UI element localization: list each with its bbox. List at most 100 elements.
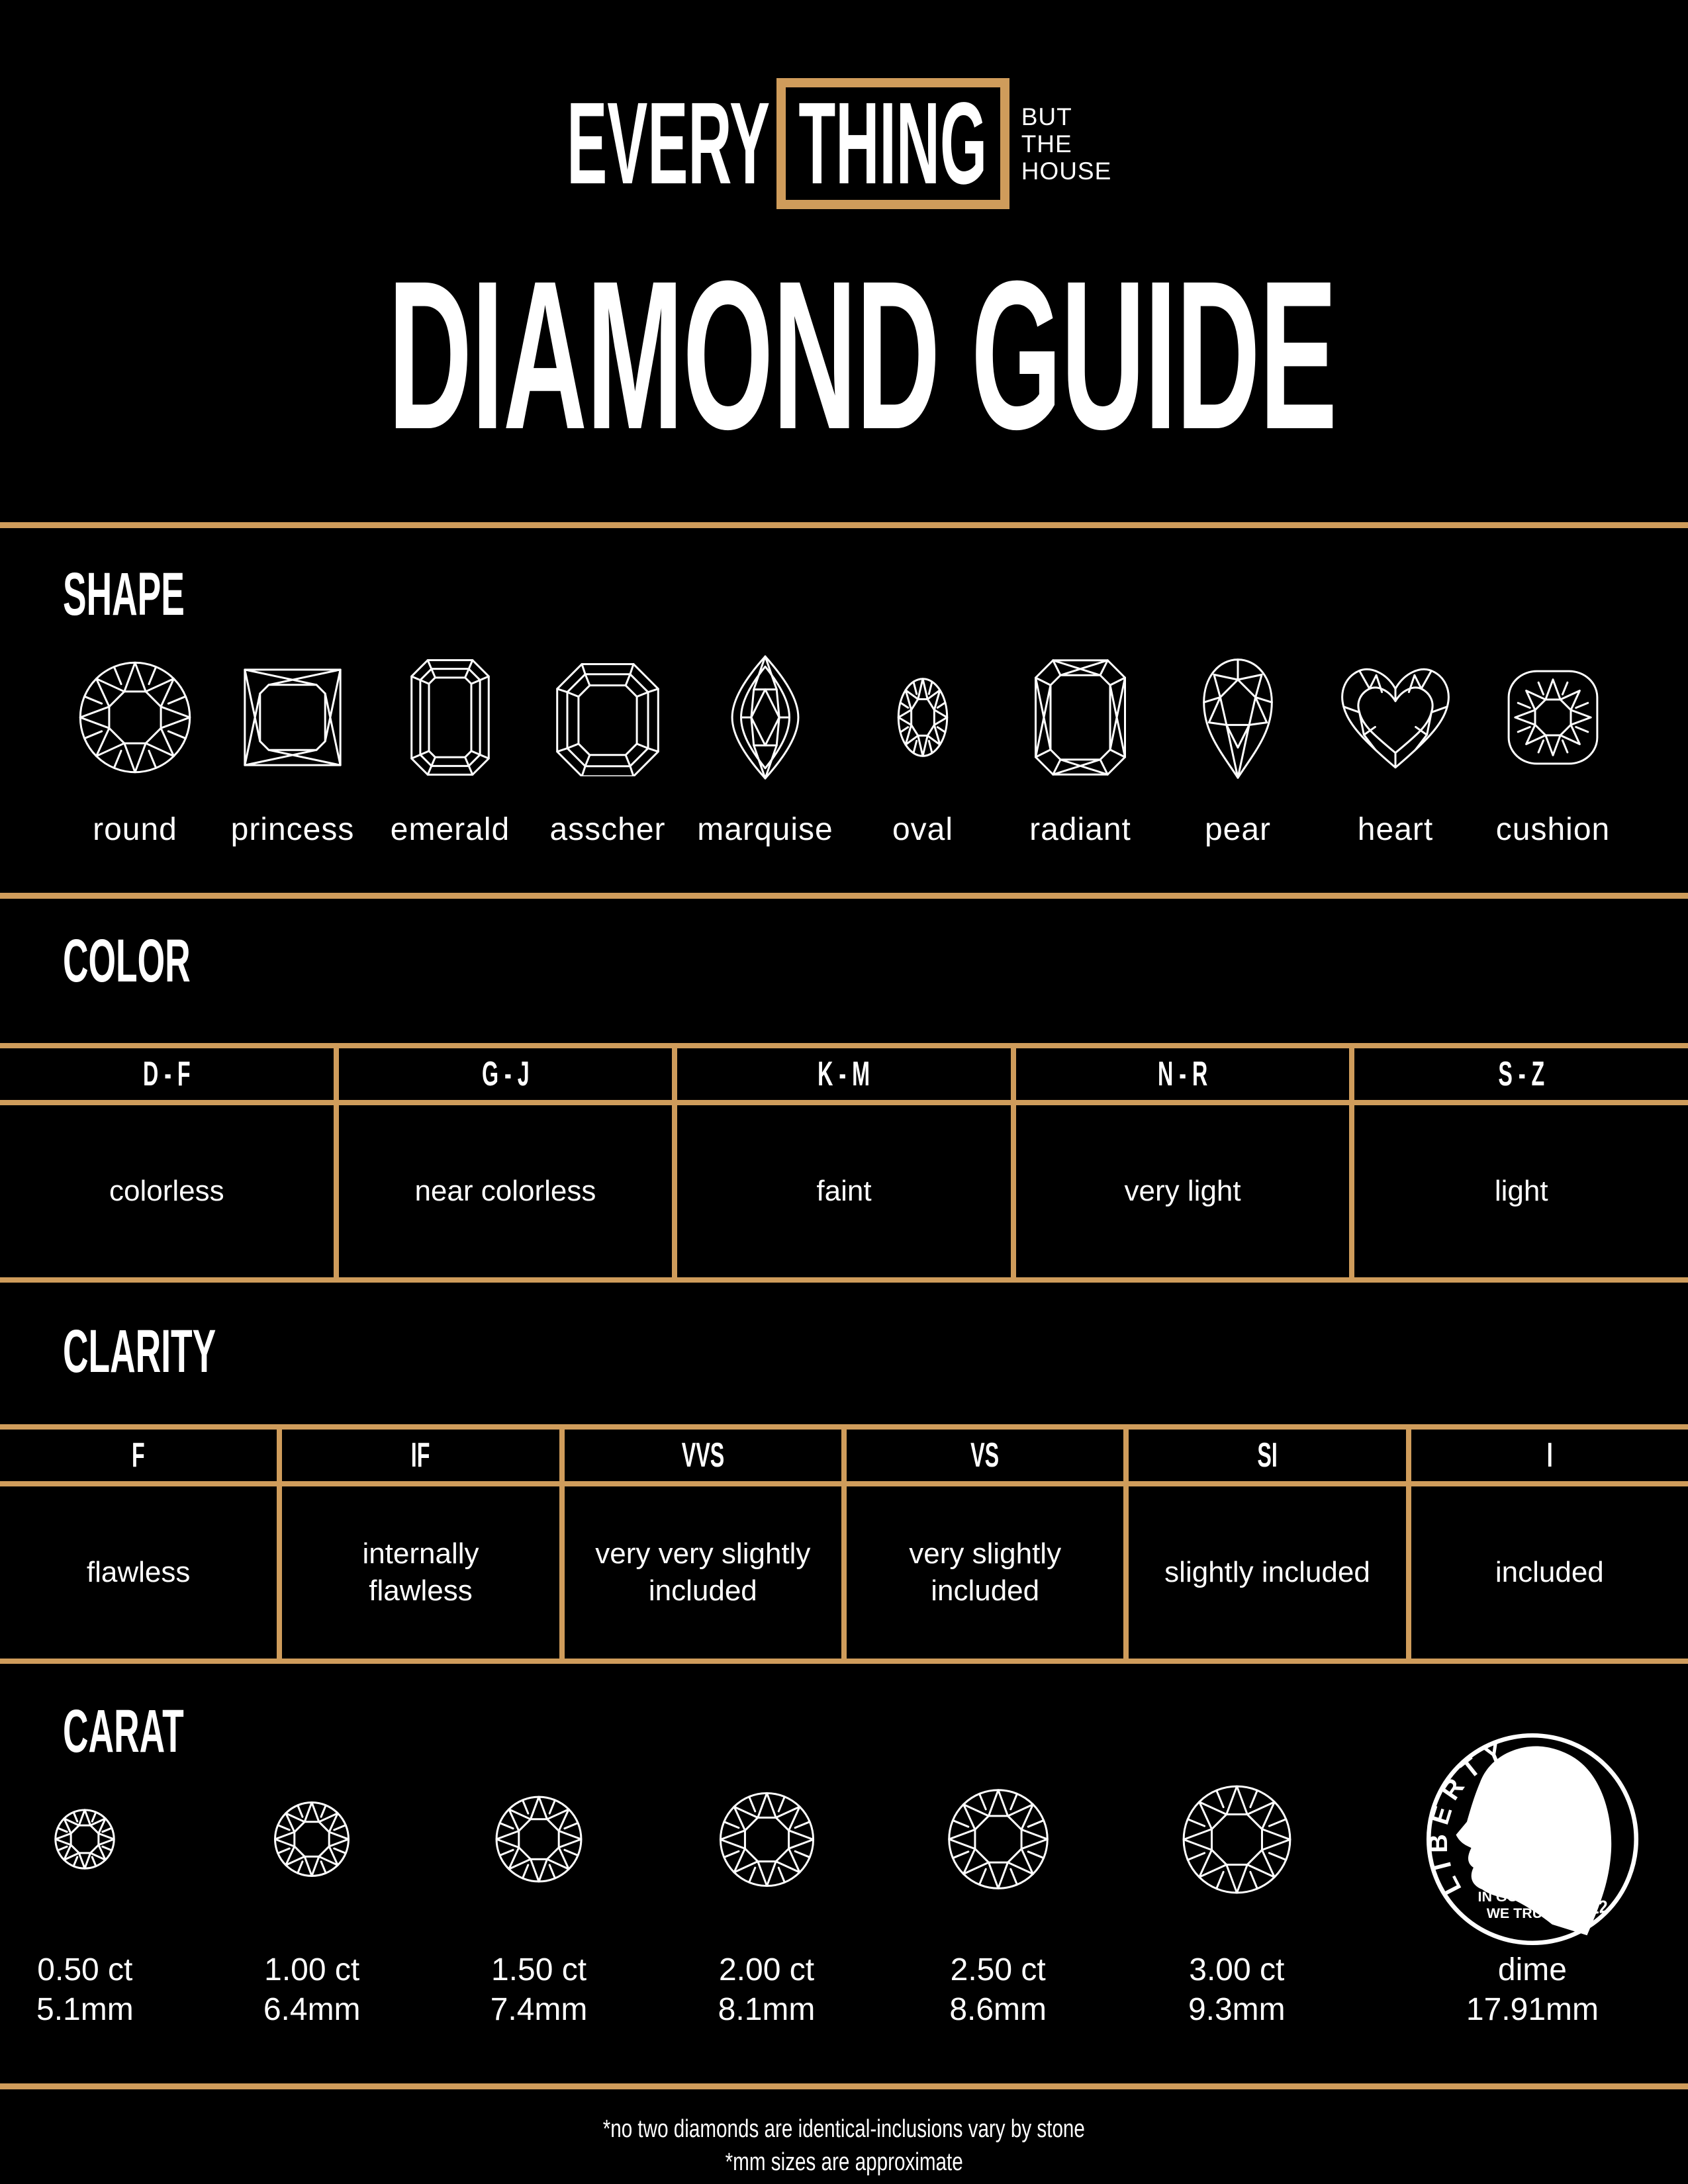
color-table: D - F G - J K - M N - R S - Z colorless … bbox=[0, 1043, 1688, 1283]
shape-label-round: round bbox=[93, 812, 177, 847]
shape-cell-emerald: emerald bbox=[371, 653, 529, 846]
carat-200-mm: 8.1mm bbox=[718, 1992, 816, 2027]
shape-label-oval: oval bbox=[892, 812, 954, 847]
clarity-heading: CLARITY bbox=[63, 1318, 216, 1385]
color-desc-very-light: very light bbox=[1015, 1105, 1350, 1277]
footer-note-inclusions: *no two diamonds are identical-inclusion… bbox=[602, 2115, 1086, 2143]
footer-notes: *no two diamonds are identical-inclusion… bbox=[0, 2115, 1688, 2177]
color-grade-sz: S - Z bbox=[1354, 1048, 1688, 1100]
shape-row: round princess emerald bbox=[0, 653, 1688, 846]
clarity-desc-si: slightly included bbox=[1129, 1486, 1406, 1659]
gold-divider-shape-color bbox=[0, 893, 1688, 899]
carat-250-diamond-icon bbox=[946, 1787, 1051, 1891]
carat-100-diamond-icon bbox=[273, 1800, 351, 1878]
pear-diamond-icon bbox=[1199, 655, 1277, 780]
carat-200-diamond-icon bbox=[718, 1790, 816, 1889]
clarity-grade-vs: VS bbox=[847, 1430, 1124, 1481]
logo-tagline-but: BUT bbox=[1021, 103, 1072, 130]
cushion-diamond-icon bbox=[1503, 656, 1603, 779]
shape-section-heading-wrap: SHAPE bbox=[63, 563, 1688, 626]
carat-heading: CARAT bbox=[63, 1698, 184, 1765]
carat-050-mm: 5.1mm bbox=[36, 1992, 134, 2027]
carat-dime-label: dime bbox=[1497, 1952, 1567, 1987]
clarity-grade-si: SI bbox=[1129, 1430, 1406, 1481]
clarity-desc-vs: very slightly included bbox=[847, 1486, 1124, 1659]
color-desc-near-colorless: near colorless bbox=[338, 1105, 673, 1277]
carat-150-mm: 7.4mm bbox=[490, 1992, 588, 2027]
carat-100-label: 1.00 ct bbox=[264, 1952, 360, 1987]
shape-label-heart: heart bbox=[1357, 812, 1434, 847]
carat-100-mm: 6.4mm bbox=[263, 1992, 361, 2027]
carat-200-label: 2.00 ct bbox=[718, 1952, 815, 1987]
color-grade-km: K - M bbox=[677, 1048, 1011, 1100]
clarity-section-heading-wrap: CLARITY bbox=[63, 1320, 1688, 1383]
logo-tagline: BUT THE HOUSE bbox=[1021, 103, 1112, 185]
clarity-grade-f: F bbox=[0, 1430, 277, 1481]
shape-cell-round: round bbox=[56, 653, 214, 846]
carat-250-mm: 8.6mm bbox=[949, 1992, 1047, 2027]
color-heading: COLOR bbox=[63, 927, 191, 995]
logo-tagline-house: HOUSE bbox=[1021, 157, 1112, 185]
carat-050-diamond-icon bbox=[54, 1808, 116, 1870]
color-grade-df: D - F bbox=[0, 1048, 334, 1100]
carat-dime-mm: 17.91mm bbox=[1466, 1992, 1599, 2027]
shape-cell-marquise: marquise bbox=[686, 653, 844, 846]
roosevelt-profile-silhouette bbox=[1456, 1746, 1612, 1936]
shape-cell-radiant: radiant bbox=[1002, 653, 1159, 846]
footer-note-mm: *mm sizes are approximate bbox=[725, 2148, 963, 2176]
carat-cell-100: 1.00 ct 6.4mm bbox=[263, 1730, 361, 2026]
logo-thing-text: THING bbox=[798, 79, 988, 208]
page-title: DIAMOND GUIDE bbox=[388, 236, 1337, 473]
shape-label-cushion: cushion bbox=[1495, 812, 1611, 847]
emerald-diamond-icon bbox=[406, 655, 494, 780]
shape-label-radiant: radiant bbox=[1029, 812, 1131, 847]
carat-300-diamond-icon bbox=[1180, 1783, 1293, 1896]
shape-cell-asscher: asscher bbox=[529, 653, 686, 846]
shape-cell-heart: heart bbox=[1317, 653, 1474, 846]
gold-divider-top bbox=[0, 522, 1688, 528]
carat-250-label: 2.50 ct bbox=[950, 1952, 1046, 1987]
shape-label-marquise: marquise bbox=[697, 812, 833, 847]
carat-cell-050: 0.50 ct 5.1mm bbox=[36, 1730, 134, 2026]
carat-150-diamond-icon bbox=[494, 1794, 584, 1884]
logo-every-text: EVERY bbox=[566, 79, 770, 208]
color-desc-light: light bbox=[1354, 1105, 1688, 1277]
dime-motto-line2: WE TRUST bbox=[1487, 1905, 1561, 1921]
color-desc-colorless: colorless bbox=[0, 1105, 334, 1277]
color-grade-gj: G - J bbox=[338, 1048, 673, 1100]
color-section-heading-wrap: COLOR bbox=[63, 929, 1688, 993]
clarity-desc-vvs: very very slightly included bbox=[564, 1486, 841, 1659]
brand-logo: EVERY THING BUT THE HOUSE bbox=[0, 0, 1688, 209]
clarity-grade-vvs: VVS bbox=[564, 1430, 841, 1481]
shape-cell-oval: oval bbox=[844, 653, 1002, 846]
clarity-grade-i: I bbox=[1411, 1430, 1688, 1481]
clarity-desc-included: included bbox=[1411, 1486, 1688, 1659]
carat-cell-dime: LIBERTY IN GOD WE TRUST 2022 dime 17.91m… bbox=[1423, 1730, 1642, 2026]
shape-cell-cushion: cushion bbox=[1474, 653, 1632, 846]
shape-cell-pear: pear bbox=[1159, 653, 1317, 846]
carat-300-mm: 9.3mm bbox=[1188, 1992, 1286, 2027]
gold-divider-bottom bbox=[0, 2083, 1688, 2089]
shape-label-pear: pear bbox=[1204, 812, 1272, 847]
oval-diamond-icon bbox=[882, 654, 964, 781]
carat-cell-300: 3.00 ct 9.3mm bbox=[1180, 1730, 1293, 2026]
carat-150-label: 1.50 ct bbox=[491, 1952, 587, 1987]
color-grade-nr: N - R bbox=[1015, 1048, 1350, 1100]
carat-050-label: 0.50 ct bbox=[37, 1952, 133, 1987]
asscher-diamond-icon bbox=[551, 659, 664, 776]
shape-label-emerald: emerald bbox=[390, 812, 510, 847]
carat-300-label: 3.00 ct bbox=[1189, 1952, 1285, 1987]
color-desc-faint: faint bbox=[677, 1105, 1011, 1277]
clarity-table: F IF VVS VS SI I flawless internally fla… bbox=[0, 1424, 1688, 1664]
logo-every-wrap: EVERY bbox=[567, 78, 770, 209]
page-title-wrap: DIAMOND GUIDE bbox=[0, 236, 1688, 473]
shape-heading: SHAPE bbox=[63, 561, 185, 628]
shape-cell-princess: princess bbox=[214, 653, 371, 846]
logo-tagline-the: THE bbox=[1021, 130, 1072, 158]
shape-label-asscher: asscher bbox=[549, 812, 666, 847]
radiant-diamond-icon bbox=[1031, 655, 1130, 780]
logo-gold-box: THING bbox=[776, 78, 1009, 209]
clarity-desc-flawless: flawless bbox=[0, 1486, 277, 1659]
carat-cell-200: 2.00 ct 8.1mm bbox=[718, 1730, 816, 2026]
